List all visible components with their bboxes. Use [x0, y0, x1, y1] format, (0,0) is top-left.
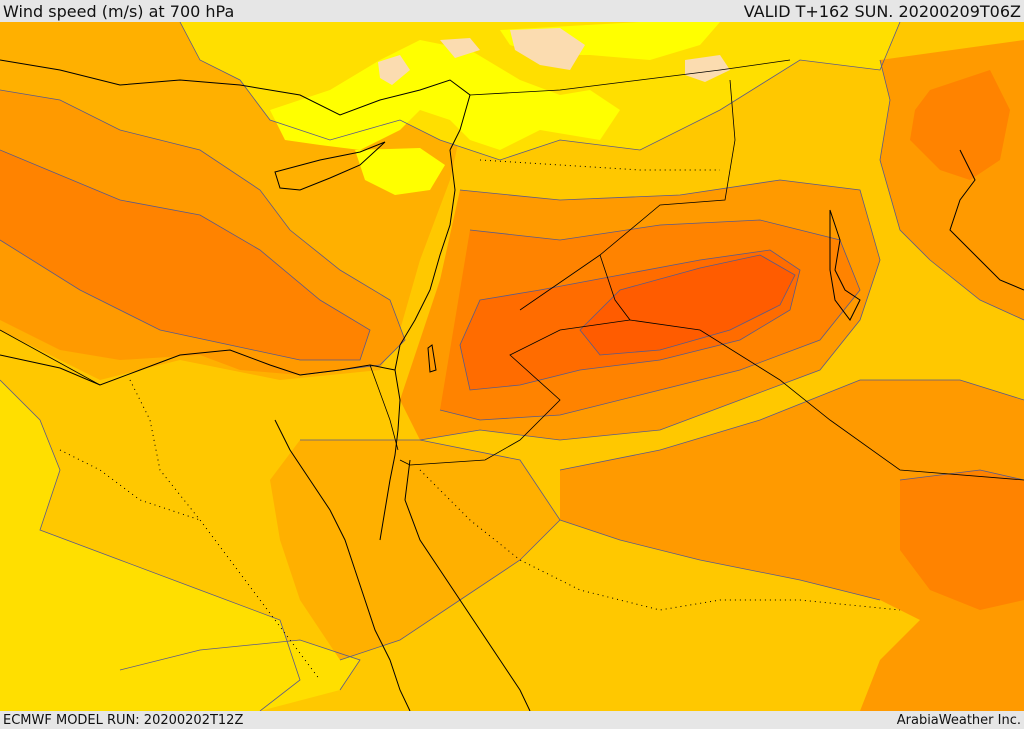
- field-southeast-orange: [560, 380, 1024, 711]
- coast-red-sea-east: [404, 459, 531, 711]
- coast-sinai-west: [274, 419, 356, 571]
- valid-time: VALID T+162 SUN. 20200209T06Z: [743, 1, 1021, 21]
- credit: ArabiaWeather Inc.: [896, 712, 1021, 728]
- dotted-borders: [59, 159, 901, 681]
- field-pale-3: [440, 38, 480, 58]
- field-southeast-dark: [900, 470, 1024, 610]
- coast-gulf-of-suez: [379, 369, 401, 541]
- map-title: Wind speed (m/s) at 700 hPa: [3, 1, 235, 21]
- model-run: ECMWF MODEL RUN: 20200202T12Z: [3, 712, 244, 728]
- coast-red-sea-west: [354, 569, 411, 711]
- coast-levant: [394, 149, 456, 371]
- coast-egypt-north: [0, 349, 396, 386]
- field-cyprus-bright: [355, 148, 445, 195]
- field-pale-1: [510, 28, 585, 70]
- header-bar: Wind speed (m/s) at 700 hPa VALID T+162 …: [0, 0, 1024, 22]
- wind-speed-map-svg: [0, 22, 1024, 711]
- field-south-light-orange: [270, 440, 560, 660]
- coast-gulf: [829, 209, 861, 321]
- contour-lines: [0, 22, 1024, 711]
- field-ne-dark: [910, 70, 1010, 180]
- field-north-bright: [270, 40, 620, 150]
- footer-bar: ECMWF MODEL RUN: 20200202T12Z ArabiaWeat…: [0, 711, 1024, 729]
- field-south-center-yellow: [120, 640, 360, 711]
- field-center-peak: [580, 255, 795, 355]
- field-south-yellow: [0, 380, 300, 711]
- field-west-dark-orange: [0, 150, 370, 360]
- coast-dead-sea: [427, 344, 437, 373]
- coast-east: [949, 149, 1024, 291]
- coast-cyprus: [274, 141, 386, 191]
- weather-map[interactable]: [0, 22, 1024, 711]
- field-pale-2: [685, 55, 730, 82]
- field-pale-4: [378, 55, 410, 85]
- borders: [0, 59, 1024, 481]
